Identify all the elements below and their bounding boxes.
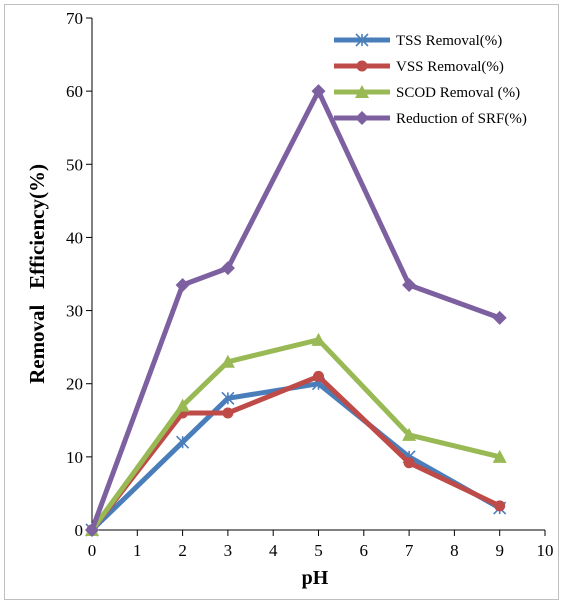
- data-point: [402, 277, 417, 292]
- data-point: [313, 370, 324, 382]
- y-tick-label: 60: [66, 82, 83, 101]
- legend-item: Reduction of SRF(%): [334, 111, 527, 127]
- data-point: [176, 435, 190, 449]
- series-line: [89, 381, 503, 533]
- data-point: [355, 111, 369, 125]
- data-point: [311, 84, 326, 99]
- x-tick-label: 2: [178, 541, 187, 560]
- y-tick-label: 0: [75, 521, 84, 540]
- chart-frame: [4, 4, 559, 600]
- data-point: [402, 427, 417, 441]
- legend: TSS Removal(%) VSS Removal(%) SCOD Removal…: [334, 33, 527, 127]
- x-tick-label: 9: [495, 541, 504, 560]
- data-point: [355, 33, 369, 47]
- y-tick-label: 20: [66, 375, 83, 394]
- y-tick-label: 70: [66, 9, 83, 28]
- series-4: [85, 84, 507, 537]
- legend-item: SCOD Removal (%): [334, 85, 520, 101]
- data-point: [355, 85, 369, 98]
- series-3: [85, 332, 507, 536]
- series-line: [89, 337, 503, 533]
- series-layer: [85, 84, 507, 537]
- data-point: [175, 277, 190, 292]
- data-point: [222, 407, 234, 419]
- legend-item: VSS Removal(%): [334, 59, 504, 75]
- x-tick-label: 1: [133, 541, 142, 560]
- data-point: [403, 457, 415, 469]
- x-tick-label: 0: [88, 541, 97, 560]
- data-point: [494, 500, 506, 512]
- x-tick-label: 7: [405, 541, 414, 560]
- data-point: [492, 449, 507, 463]
- axes: 0 10 20 30 40 50 60 70 0 1 2 3 4 5 6 7 8 9 10: [66, 9, 554, 560]
- y-tick-label: 40: [66, 228, 83, 247]
- data-point: [356, 60, 368, 72]
- y-tick-label: 10: [66, 448, 83, 467]
- data-point: [220, 261, 235, 276]
- data-point: [221, 391, 235, 405]
- x-tick-label: 8: [450, 541, 459, 560]
- series-line: [89, 88, 503, 533]
- legend-label: Reduction of SRF(%): [396, 111, 527, 127]
- data-point: [85, 523, 99, 537]
- legend-item: TSS Removal(%): [334, 33, 502, 49]
- data-point: [492, 310, 507, 325]
- legend-label: VSS Removal(%): [396, 59, 504, 75]
- x-tick-label: 5: [314, 541, 323, 560]
- data-point: [311, 332, 326, 346]
- x-tick-label: 10: [537, 541, 554, 560]
- x-tick-label: 3: [224, 541, 233, 560]
- legend-label: TSS Removal(%): [396, 33, 502, 49]
- y-axis-title: Removal Efficiency(%): [25, 164, 49, 384]
- data-point: [220, 354, 235, 368]
- y-tick-label: 30: [66, 302, 83, 321]
- legend-label: SCOD Removal (%): [396, 85, 520, 101]
- data-point: [175, 398, 190, 412]
- y-tick-label: 50: [66, 155, 83, 174]
- x-tick-label: 6: [360, 541, 369, 560]
- x-axis-title: pH: [302, 567, 329, 589]
- x-tick-label: 4: [269, 541, 278, 560]
- series-line: [89, 373, 503, 533]
